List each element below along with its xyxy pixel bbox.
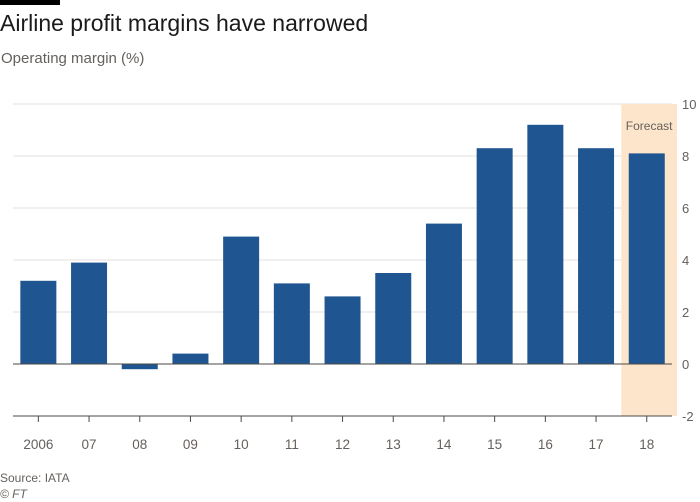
bar-chart: Forecast -2 0 2 4 6 8 10 2006 07 08 09 10 11 12 13 14 15… xyxy=(13,97,696,452)
copyright-note: © FT xyxy=(0,487,27,501)
brand-top-bar xyxy=(0,0,60,5)
bar-2006 xyxy=(20,280,57,364)
x-tick-label: 18 xyxy=(639,437,654,452)
bar-11 xyxy=(273,283,310,364)
bar-08 xyxy=(121,364,158,370)
forecast-label: Forecast xyxy=(626,119,673,133)
axes: -2 0 2 4 6 8 10 2006 07 08 09 10 11 12 13 14 15 16 17 18 xyxy=(13,97,696,452)
bar-07 xyxy=(71,262,108,364)
x-tick-label: 16 xyxy=(538,437,553,452)
source-note: Source: IATA xyxy=(0,471,70,485)
y-tick-label: 2 xyxy=(682,305,689,320)
y-tick-label: 6 xyxy=(682,201,689,216)
x-tick-label: 08 xyxy=(132,437,147,452)
y-tick-label: 10 xyxy=(682,97,696,112)
x-tick-label: 12 xyxy=(335,437,350,452)
bar-15 xyxy=(476,148,513,364)
y-tick-label: 4 xyxy=(682,253,689,268)
bar-12 xyxy=(324,296,361,364)
bar-09 xyxy=(172,353,209,364)
x-tick-label: 2006 xyxy=(23,437,53,452)
x-tick-label: 11 xyxy=(285,437,299,452)
bar-18 xyxy=(628,153,665,364)
bar-13 xyxy=(375,273,412,364)
bar-14 xyxy=(425,223,462,364)
x-tick-label: 09 xyxy=(183,437,198,452)
y-tick-label: 0 xyxy=(682,357,689,372)
x-tick-label: 15 xyxy=(487,437,502,452)
gridlines xyxy=(13,103,672,417)
bars xyxy=(20,124,665,370)
chart-subtitle: Operating margin (%) xyxy=(1,50,145,67)
x-tick-label: 17 xyxy=(589,437,604,452)
chart-title: Airline profit margins have narrowed xyxy=(0,10,369,36)
x-tick-label: 14 xyxy=(436,437,452,452)
x-tick-label: 10 xyxy=(234,437,249,452)
bar-16 xyxy=(527,124,564,364)
x-tick-label: 13 xyxy=(386,437,401,452)
y-tick-label: -2 xyxy=(682,409,694,424)
bar-17 xyxy=(578,148,615,364)
y-tick-label: 8 xyxy=(682,149,689,164)
x-tick-label: 07 xyxy=(82,437,97,452)
bar-10 xyxy=(223,236,260,364)
